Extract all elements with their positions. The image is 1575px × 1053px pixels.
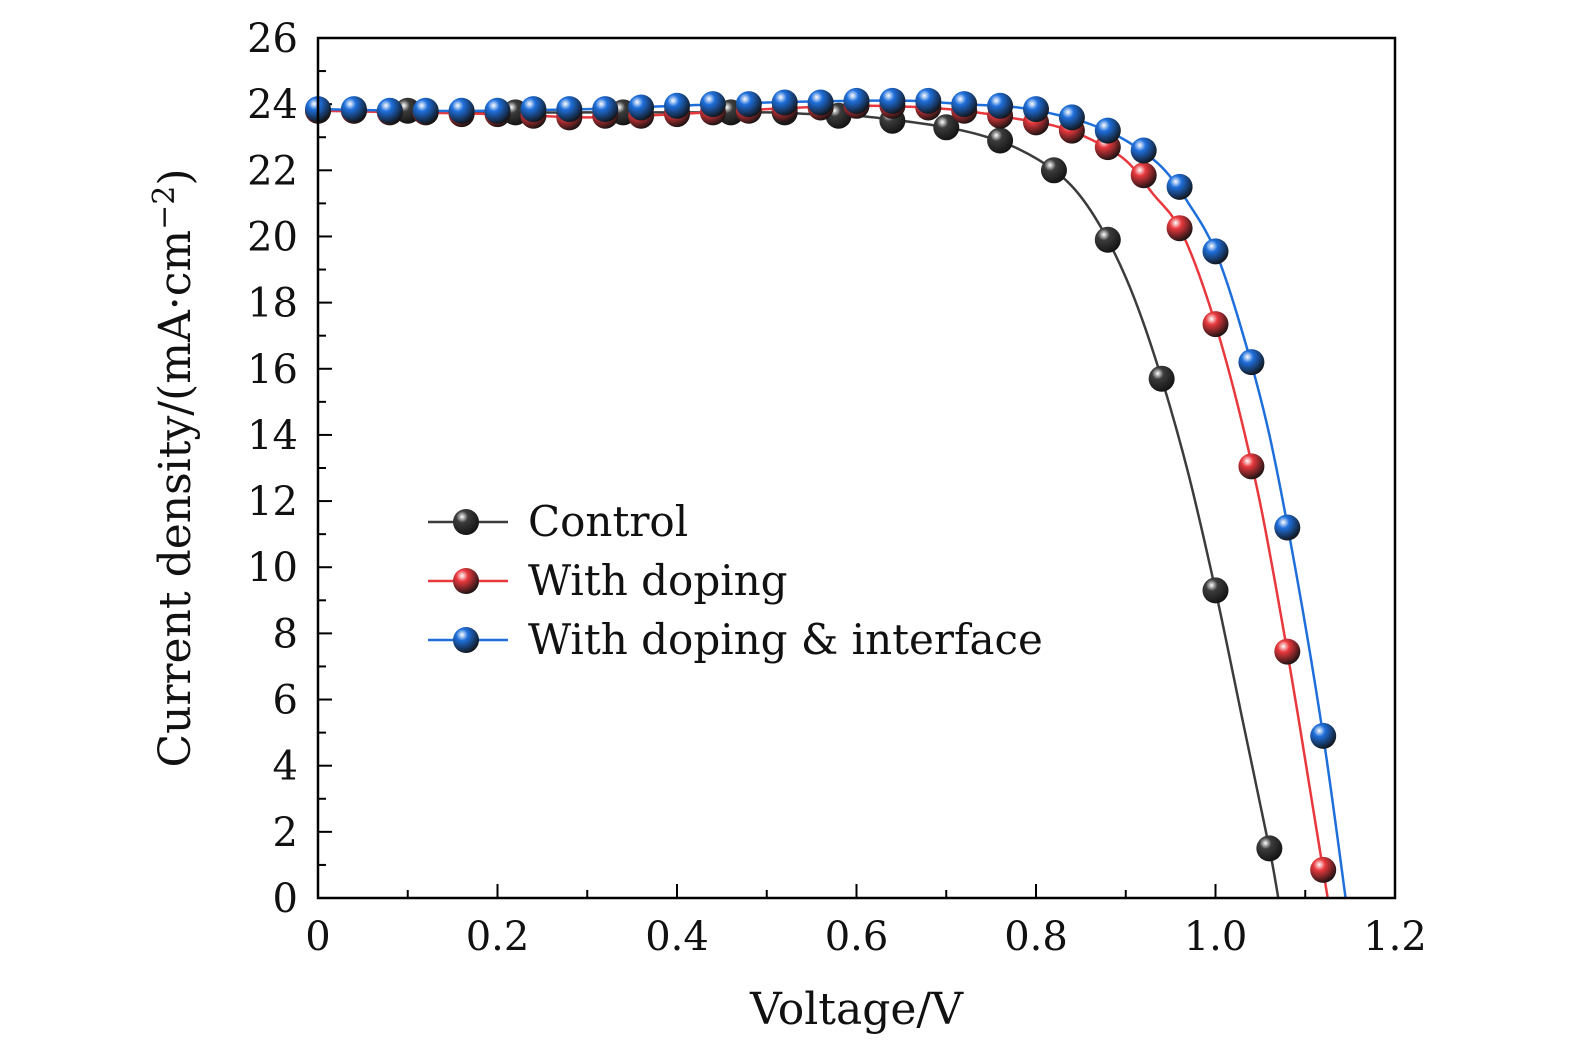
series-lines xyxy=(317,99,1347,899)
data-point xyxy=(879,87,906,114)
data-point xyxy=(376,97,403,124)
x-tick-label: 0 xyxy=(305,914,330,960)
y-tick-label: 18 xyxy=(247,281,298,327)
legend: Control With doping With doping & interfac… xyxy=(428,497,1043,664)
data-point xyxy=(1274,638,1301,665)
data-point xyxy=(1130,162,1157,189)
legend-marker xyxy=(453,509,479,535)
series-line xyxy=(317,99,1347,899)
y-tick-label: 2 xyxy=(273,810,298,856)
data-point xyxy=(933,114,960,141)
data-point xyxy=(1023,96,1049,123)
data-point xyxy=(1166,215,1193,242)
y-tick-label: 4 xyxy=(273,744,298,790)
y-axis-title-close: ) xyxy=(150,168,201,185)
data-point xyxy=(1202,577,1229,604)
x-tick-label: 1.0 xyxy=(1184,914,1248,960)
x-axis-title: Voltage/V xyxy=(749,984,964,1035)
data-point xyxy=(1274,514,1301,541)
series-line xyxy=(317,109,1280,899)
x-tick-label: 0.4 xyxy=(645,914,709,960)
data-point xyxy=(735,91,762,118)
data-point xyxy=(340,96,367,123)
data-point xyxy=(1256,835,1283,862)
y-axis-title-main: Current density/(mA·cm xyxy=(150,230,201,768)
data-point xyxy=(951,91,978,118)
data-point xyxy=(1040,157,1067,184)
data-point xyxy=(1310,722,1337,749)
axis-ticks xyxy=(317,37,1396,899)
y-tick-label: 24 xyxy=(247,82,298,128)
data-point xyxy=(1202,311,1229,338)
data-point xyxy=(520,96,547,123)
y-tick-label: 6 xyxy=(273,678,298,724)
data-point xyxy=(915,87,942,114)
legend-label: With doping xyxy=(528,556,788,605)
x-tick-label: 0.2 xyxy=(466,914,530,960)
data-point xyxy=(1202,238,1229,265)
data-point xyxy=(1238,453,1265,480)
y-axis-title: Current density/(mA·cm−2) xyxy=(147,168,201,767)
x-tick-label: 0.8 xyxy=(1004,914,1068,960)
x-tick-label: 1.2 xyxy=(1363,914,1427,960)
x-tick-labels: 0 0.2 0.4 0.6 0.8 1.0 1.2 xyxy=(305,914,1427,960)
y-tick-label: 8 xyxy=(273,611,298,657)
data-point xyxy=(771,89,798,116)
data-point xyxy=(1130,137,1157,164)
x-tick-label: 0.6 xyxy=(825,914,889,960)
y-tick-label: 0 xyxy=(273,876,298,922)
data-point xyxy=(1148,365,1175,392)
data-point xyxy=(1058,104,1085,131)
data-point xyxy=(987,127,1014,154)
legend-marker xyxy=(453,627,479,653)
data-point xyxy=(412,97,439,124)
data-point xyxy=(1094,226,1121,253)
data-point xyxy=(1238,349,1265,376)
data-point xyxy=(664,92,690,119)
data-point xyxy=(1166,173,1193,200)
data-point xyxy=(628,94,655,121)
y-axis-title-superscript: −2 xyxy=(147,186,182,230)
y-tick-label: 10 xyxy=(247,545,298,591)
plot-frame xyxy=(316,36,1397,900)
data-point xyxy=(592,96,619,123)
data-point xyxy=(1094,117,1121,144)
y-tick-label: 16 xyxy=(247,347,298,393)
series-markers xyxy=(305,87,1337,883)
data-point xyxy=(987,92,1014,119)
y-tick-label: 12 xyxy=(247,479,298,525)
data-point xyxy=(448,97,475,124)
legend-label: Control xyxy=(528,497,688,546)
y-tick-label: 26 xyxy=(247,16,298,62)
data-point xyxy=(556,96,583,123)
y-tick-label: 14 xyxy=(247,413,298,459)
data-point xyxy=(807,89,834,116)
legend-marker xyxy=(453,568,479,594)
data-point xyxy=(699,91,726,118)
data-point xyxy=(484,97,511,124)
data-point xyxy=(1310,856,1337,883)
y-tick-label: 20 xyxy=(247,214,298,260)
legend-label: With doping & interface xyxy=(528,615,1043,664)
data-point xyxy=(843,87,870,114)
y-tick-label: 22 xyxy=(247,148,298,194)
